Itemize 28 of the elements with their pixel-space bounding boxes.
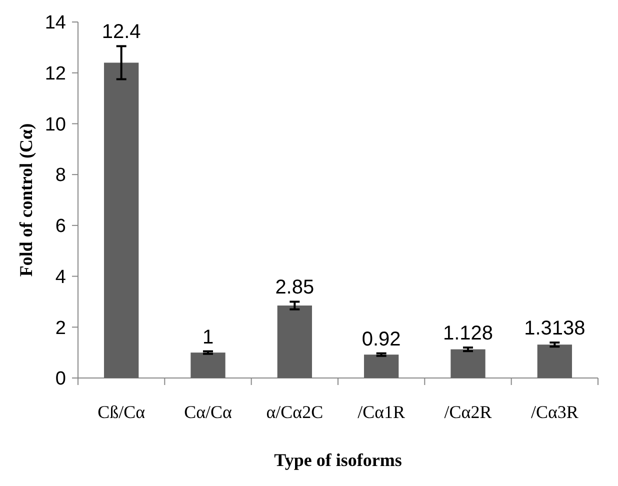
x-tick-label: Cα/Cα bbox=[184, 402, 233, 422]
bar bbox=[450, 349, 486, 378]
bar bbox=[537, 344, 572, 378]
y-tick-label: 2 bbox=[55, 318, 66, 339]
y-axis-title: Fold of control (Cα) bbox=[16, 123, 36, 277]
x-tick-label: Cß/Cα bbox=[98, 402, 146, 422]
data-label: 12.4 bbox=[102, 21, 141, 44]
data-label: 1 bbox=[202, 326, 214, 348]
y-tick-label: 14 bbox=[44, 12, 66, 34]
x-tick-label: α/Cα2C bbox=[266, 402, 324, 422]
data-label: 1.3138 bbox=[524, 318, 586, 340]
y-tick-label: 4 bbox=[55, 266, 66, 288]
x-tick-label: /Cα3R bbox=[530, 402, 578, 422]
data-label: 2.85 bbox=[275, 276, 314, 299]
bar bbox=[190, 352, 226, 378]
bar bbox=[364, 354, 399, 378]
y-tick-label: 10 bbox=[44, 114, 66, 136]
y-tick-label: 8 bbox=[55, 165, 66, 186]
bar bbox=[277, 306, 312, 378]
x-tick-label: /Cα1R bbox=[358, 402, 406, 422]
bar bbox=[104, 62, 139, 378]
y-tick-label: 12 bbox=[44, 64, 66, 85]
x-axis-title: Type of isoforms bbox=[274, 450, 402, 470]
data-label: 0.92 bbox=[362, 328, 401, 350]
y-tick-label: 6 bbox=[55, 216, 66, 238]
x-tick-label: /Cα2R bbox=[444, 402, 492, 422]
data-label: 1.128 bbox=[442, 322, 494, 345]
y-tick-label: 0 bbox=[55, 368, 66, 390]
